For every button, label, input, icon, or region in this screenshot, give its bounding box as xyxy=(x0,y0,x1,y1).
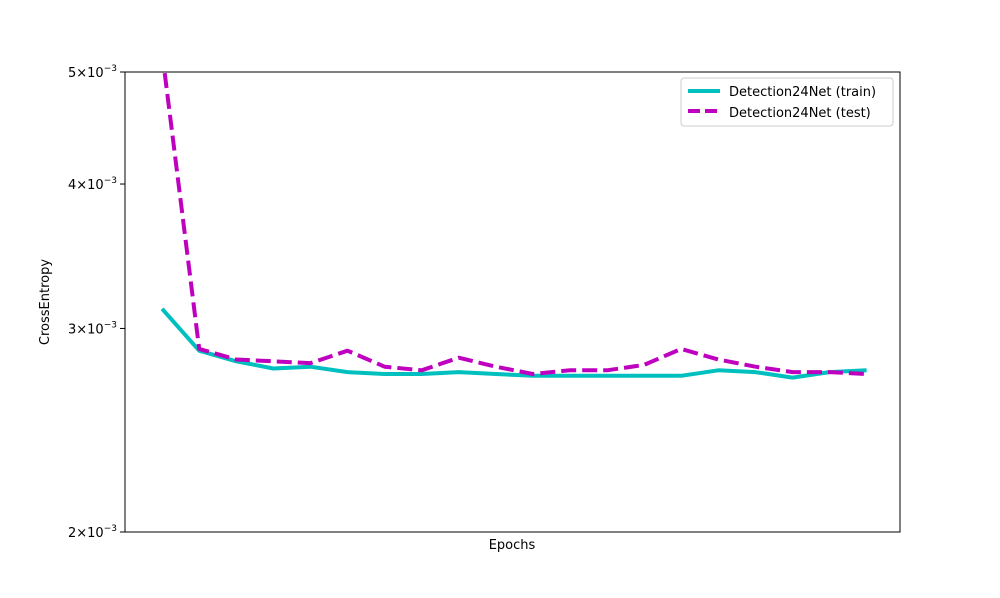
x-axis-label: Epochs xyxy=(489,538,536,553)
y-tick-label: 4×10−3 xyxy=(68,176,117,193)
y-tick-label: 5×10−3 xyxy=(68,64,117,81)
series-layer xyxy=(160,72,867,380)
y-tick-label: 3×10−3 xyxy=(68,320,117,337)
y-tick-label: 2×10−3 xyxy=(68,524,117,541)
legend-label-train: Detection24Net (train) xyxy=(729,85,876,100)
legend: Detection24Net (train) Detection24Net (t… xyxy=(680,77,894,127)
legend-box xyxy=(680,77,894,127)
plot-frame xyxy=(124,71,901,533)
series-line-test xyxy=(162,72,867,376)
y-axis-ticks: 2×10−3 3×10−3 4×10−3 5×10−3 xyxy=(68,64,125,541)
y-axis-label: CrossEntropy xyxy=(38,259,53,345)
series-line-train xyxy=(160,307,867,380)
legend-label-test: Detection24Net (test) xyxy=(729,106,871,121)
